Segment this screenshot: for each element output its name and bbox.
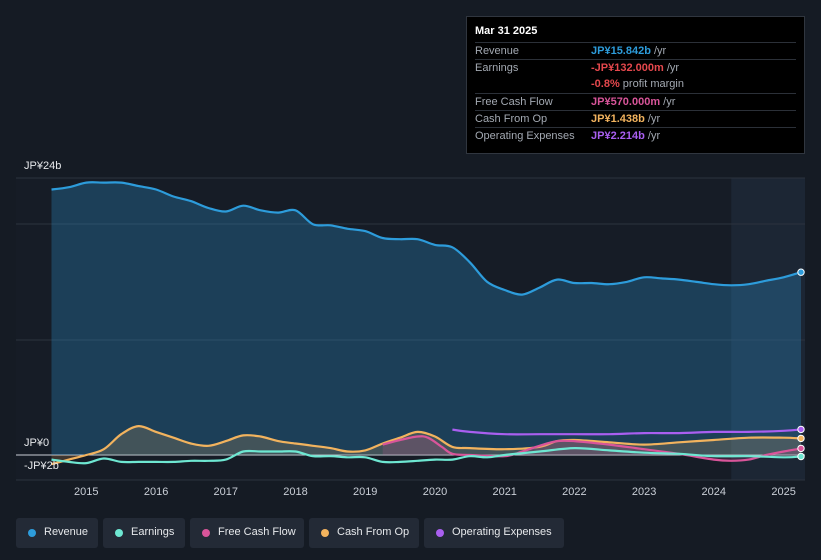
tooltip-value-unit: /yr xyxy=(644,113,661,125)
legend-dot-free-cash-flow xyxy=(202,529,210,537)
x-tick-label: 2022 xyxy=(562,486,586,498)
series-area-cash-from-op xyxy=(51,426,801,465)
tooltip-row: -0.8% profit margin xyxy=(475,76,796,93)
series-endpoint-earnings xyxy=(797,452,805,461)
y-tick-label-bottom: -JP¥2b xyxy=(24,460,59,472)
tooltip-row: Cash From Op JP¥1.438b /yr xyxy=(475,110,796,128)
series-endpoint-cash-from-op xyxy=(797,434,805,443)
x-tick-label: 2021 xyxy=(492,486,516,498)
series-line-operating-expenses xyxy=(452,428,802,436)
series-line-earnings xyxy=(51,446,802,465)
legend-dot-operating-expenses xyxy=(436,529,444,537)
legend-label-operating-expenses: Operating Expenses xyxy=(452,526,552,538)
tooltip-value-text: JP¥15.842b xyxy=(591,45,651,57)
tooltip-row-label: Revenue xyxy=(475,45,520,57)
series-area-revenue xyxy=(51,182,801,455)
legend-dot-revenue xyxy=(28,529,36,537)
tooltip-row-label: Cash From Op xyxy=(475,113,548,125)
chart-background xyxy=(16,178,805,480)
legend-label-cash-from-op: Cash From Op xyxy=(337,526,410,538)
series-endpoint-free-cash-flow xyxy=(797,444,805,453)
tooltip-value-text: -0.8% xyxy=(591,78,620,90)
x-tick-label: 2018 xyxy=(283,486,307,498)
tooltip-value-unit: profit margin xyxy=(619,78,684,90)
y-tick-label-zero: JP¥0 xyxy=(24,437,50,449)
tooltip-value-text: -JP¥132.000m xyxy=(591,62,664,74)
tooltip-row-label: Operating Expenses xyxy=(475,130,575,142)
legend-label-revenue: Revenue xyxy=(44,526,89,538)
x-tick-label: 2019 xyxy=(353,486,377,498)
series-line-cash-from-op xyxy=(51,424,802,466)
legend-item-operating-expenses[interactable]: Operating Expenses xyxy=(424,518,564,548)
tooltip-row: Revenue JP¥15.842b /yr xyxy=(475,42,796,60)
tooltip-row: Operating Expenses JP¥2.214b /yr xyxy=(475,127,796,145)
legend-label-free-cash-flow: Free Cash Flow xyxy=(218,526,296,538)
tooltip-value-text: JP¥570.000m xyxy=(591,96,661,108)
legend-item-earnings[interactable]: Earnings xyxy=(103,518,185,548)
tooltip-row-value: JP¥570.000m /yr xyxy=(591,96,675,108)
tooltip-value-unit: /yr xyxy=(644,130,661,142)
tooltip-row: Free Cash Flow JP¥570.000m /yr xyxy=(475,93,796,111)
series-line-free-cash-flow xyxy=(382,435,802,462)
tooltip-value-unit: /yr xyxy=(650,45,667,57)
tooltip-row-value: -0.8% profit margin xyxy=(591,78,684,90)
tooltip-row-value: JP¥2.214b /yr xyxy=(591,130,660,142)
series-line-revenue xyxy=(51,181,802,296)
legend-dot-cash-from-op xyxy=(321,529,329,537)
tooltip-row-value: JP¥1.438b /yr xyxy=(591,113,660,125)
chart-gridlines xyxy=(16,177,805,481)
series-endpoint-operating-expenses xyxy=(797,425,805,434)
y-tick-label-top: JP¥24b xyxy=(24,160,62,172)
x-tick-label: 2023 xyxy=(632,486,656,498)
x-tick-label: 2017 xyxy=(214,486,238,498)
tooltip-value-text: JP¥2.214b xyxy=(591,130,645,142)
series-endpoint-revenue xyxy=(797,268,805,276)
legend-label-earnings: Earnings xyxy=(131,526,175,538)
legend-item-cash-from-op[interactable]: Cash From Op xyxy=(309,518,419,548)
data-tooltip: Mar 31 2025 Revenue JP¥15.842b /yr Earning… xyxy=(466,16,805,154)
tooltip-row: Earnings -JP¥132.000m /yr xyxy=(475,59,796,77)
tooltip-row-label: Free Cash Flow xyxy=(475,96,553,108)
tooltip-row-label: Earnings xyxy=(475,62,519,74)
tooltip-value-text: JP¥1.438b xyxy=(591,113,645,125)
tooltip-date: Mar 31 2025 xyxy=(475,25,538,37)
x-tick-label: 2016 xyxy=(144,486,168,498)
tooltip-row-value: -JP¥132.000m /yr xyxy=(591,62,679,74)
tooltip-value-unit: /yr xyxy=(660,96,676,108)
x-tick-label: 2024 xyxy=(702,486,726,498)
tooltip-row-value: JP¥15.842b /yr xyxy=(591,45,666,57)
legend-item-revenue[interactable]: Revenue xyxy=(16,518,98,548)
x-axis: 2015 2016 2017 2018 2019 2020 2021 2022 2023 2024… xyxy=(74,486,796,498)
x-tick-label: 2015 xyxy=(74,486,98,498)
plot-area xyxy=(16,178,805,480)
tooltip-value-unit: /yr xyxy=(663,62,680,74)
x-tick-label: 2020 xyxy=(423,486,447,498)
chart-series xyxy=(51,181,805,466)
legend-dot-earnings xyxy=(115,529,123,537)
x-tick-label: 2025 xyxy=(771,486,795,498)
legend-item-free-cash-flow[interactable]: Free Cash Flow xyxy=(190,518,304,548)
